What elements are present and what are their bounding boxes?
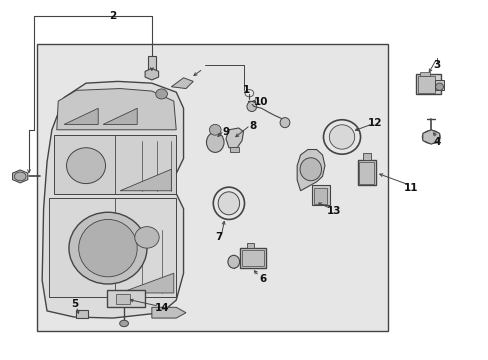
Bar <box>313 188 327 204</box>
Polygon shape <box>152 307 185 318</box>
Polygon shape <box>171 78 193 89</box>
Ellipse shape <box>209 125 221 135</box>
Bar <box>357 160 375 185</box>
Bar <box>246 243 254 248</box>
Polygon shape <box>225 128 243 148</box>
Bar <box>239 248 266 268</box>
Text: 4: 4 <box>432 138 440 147</box>
Text: 1: 1 <box>242 85 249 95</box>
Ellipse shape <box>227 255 239 268</box>
Ellipse shape <box>14 172 26 181</box>
Bar <box>358 162 373 184</box>
Ellipse shape <box>156 89 167 99</box>
Text: 6: 6 <box>258 274 265 284</box>
Text: 7: 7 <box>215 232 223 242</box>
Text: 5: 5 <box>71 299 78 309</box>
Text: 12: 12 <box>367 118 382 128</box>
Bar <box>242 250 263 266</box>
Polygon shape <box>120 169 171 191</box>
Ellipse shape <box>280 118 289 128</box>
Ellipse shape <box>120 320 128 327</box>
Ellipse shape <box>69 212 147 284</box>
Ellipse shape <box>422 131 439 143</box>
Bar <box>415 74 440 94</box>
Polygon shape <box>13 170 28 183</box>
Bar <box>419 72 429 76</box>
Text: 3: 3 <box>432 60 440 70</box>
Ellipse shape <box>300 158 321 181</box>
Polygon shape <box>145 68 158 80</box>
Text: 13: 13 <box>326 206 340 216</box>
Polygon shape <box>120 273 173 293</box>
Ellipse shape <box>206 132 224 152</box>
Polygon shape <box>64 108 98 125</box>
Bar <box>229 147 238 152</box>
Text: 8: 8 <box>249 121 256 131</box>
Ellipse shape <box>329 125 354 149</box>
Text: 9: 9 <box>222 127 229 136</box>
Polygon shape <box>49 198 176 297</box>
Bar <box>417 76 434 93</box>
Bar <box>148 56 156 74</box>
Polygon shape <box>103 108 137 125</box>
Text: 11: 11 <box>403 183 418 193</box>
Polygon shape <box>422 130 439 144</box>
Polygon shape <box>57 89 176 130</box>
Bar <box>311 185 330 205</box>
Bar <box>434 80 444 90</box>
Ellipse shape <box>135 226 159 248</box>
Ellipse shape <box>246 102 256 112</box>
Text: 10: 10 <box>253 97 267 107</box>
Ellipse shape <box>435 83 443 90</box>
Ellipse shape <box>218 192 239 215</box>
Ellipse shape <box>66 148 105 184</box>
Polygon shape <box>297 149 325 191</box>
Polygon shape <box>42 81 183 318</box>
Polygon shape <box>54 135 176 194</box>
Ellipse shape <box>79 220 137 277</box>
Bar <box>107 290 145 307</box>
Text: 2: 2 <box>109 11 116 21</box>
Bar <box>362 153 370 160</box>
Bar <box>76 310 88 318</box>
Bar <box>116 294 130 305</box>
Bar <box>37 44 387 330</box>
Text: 14: 14 <box>155 303 169 314</box>
